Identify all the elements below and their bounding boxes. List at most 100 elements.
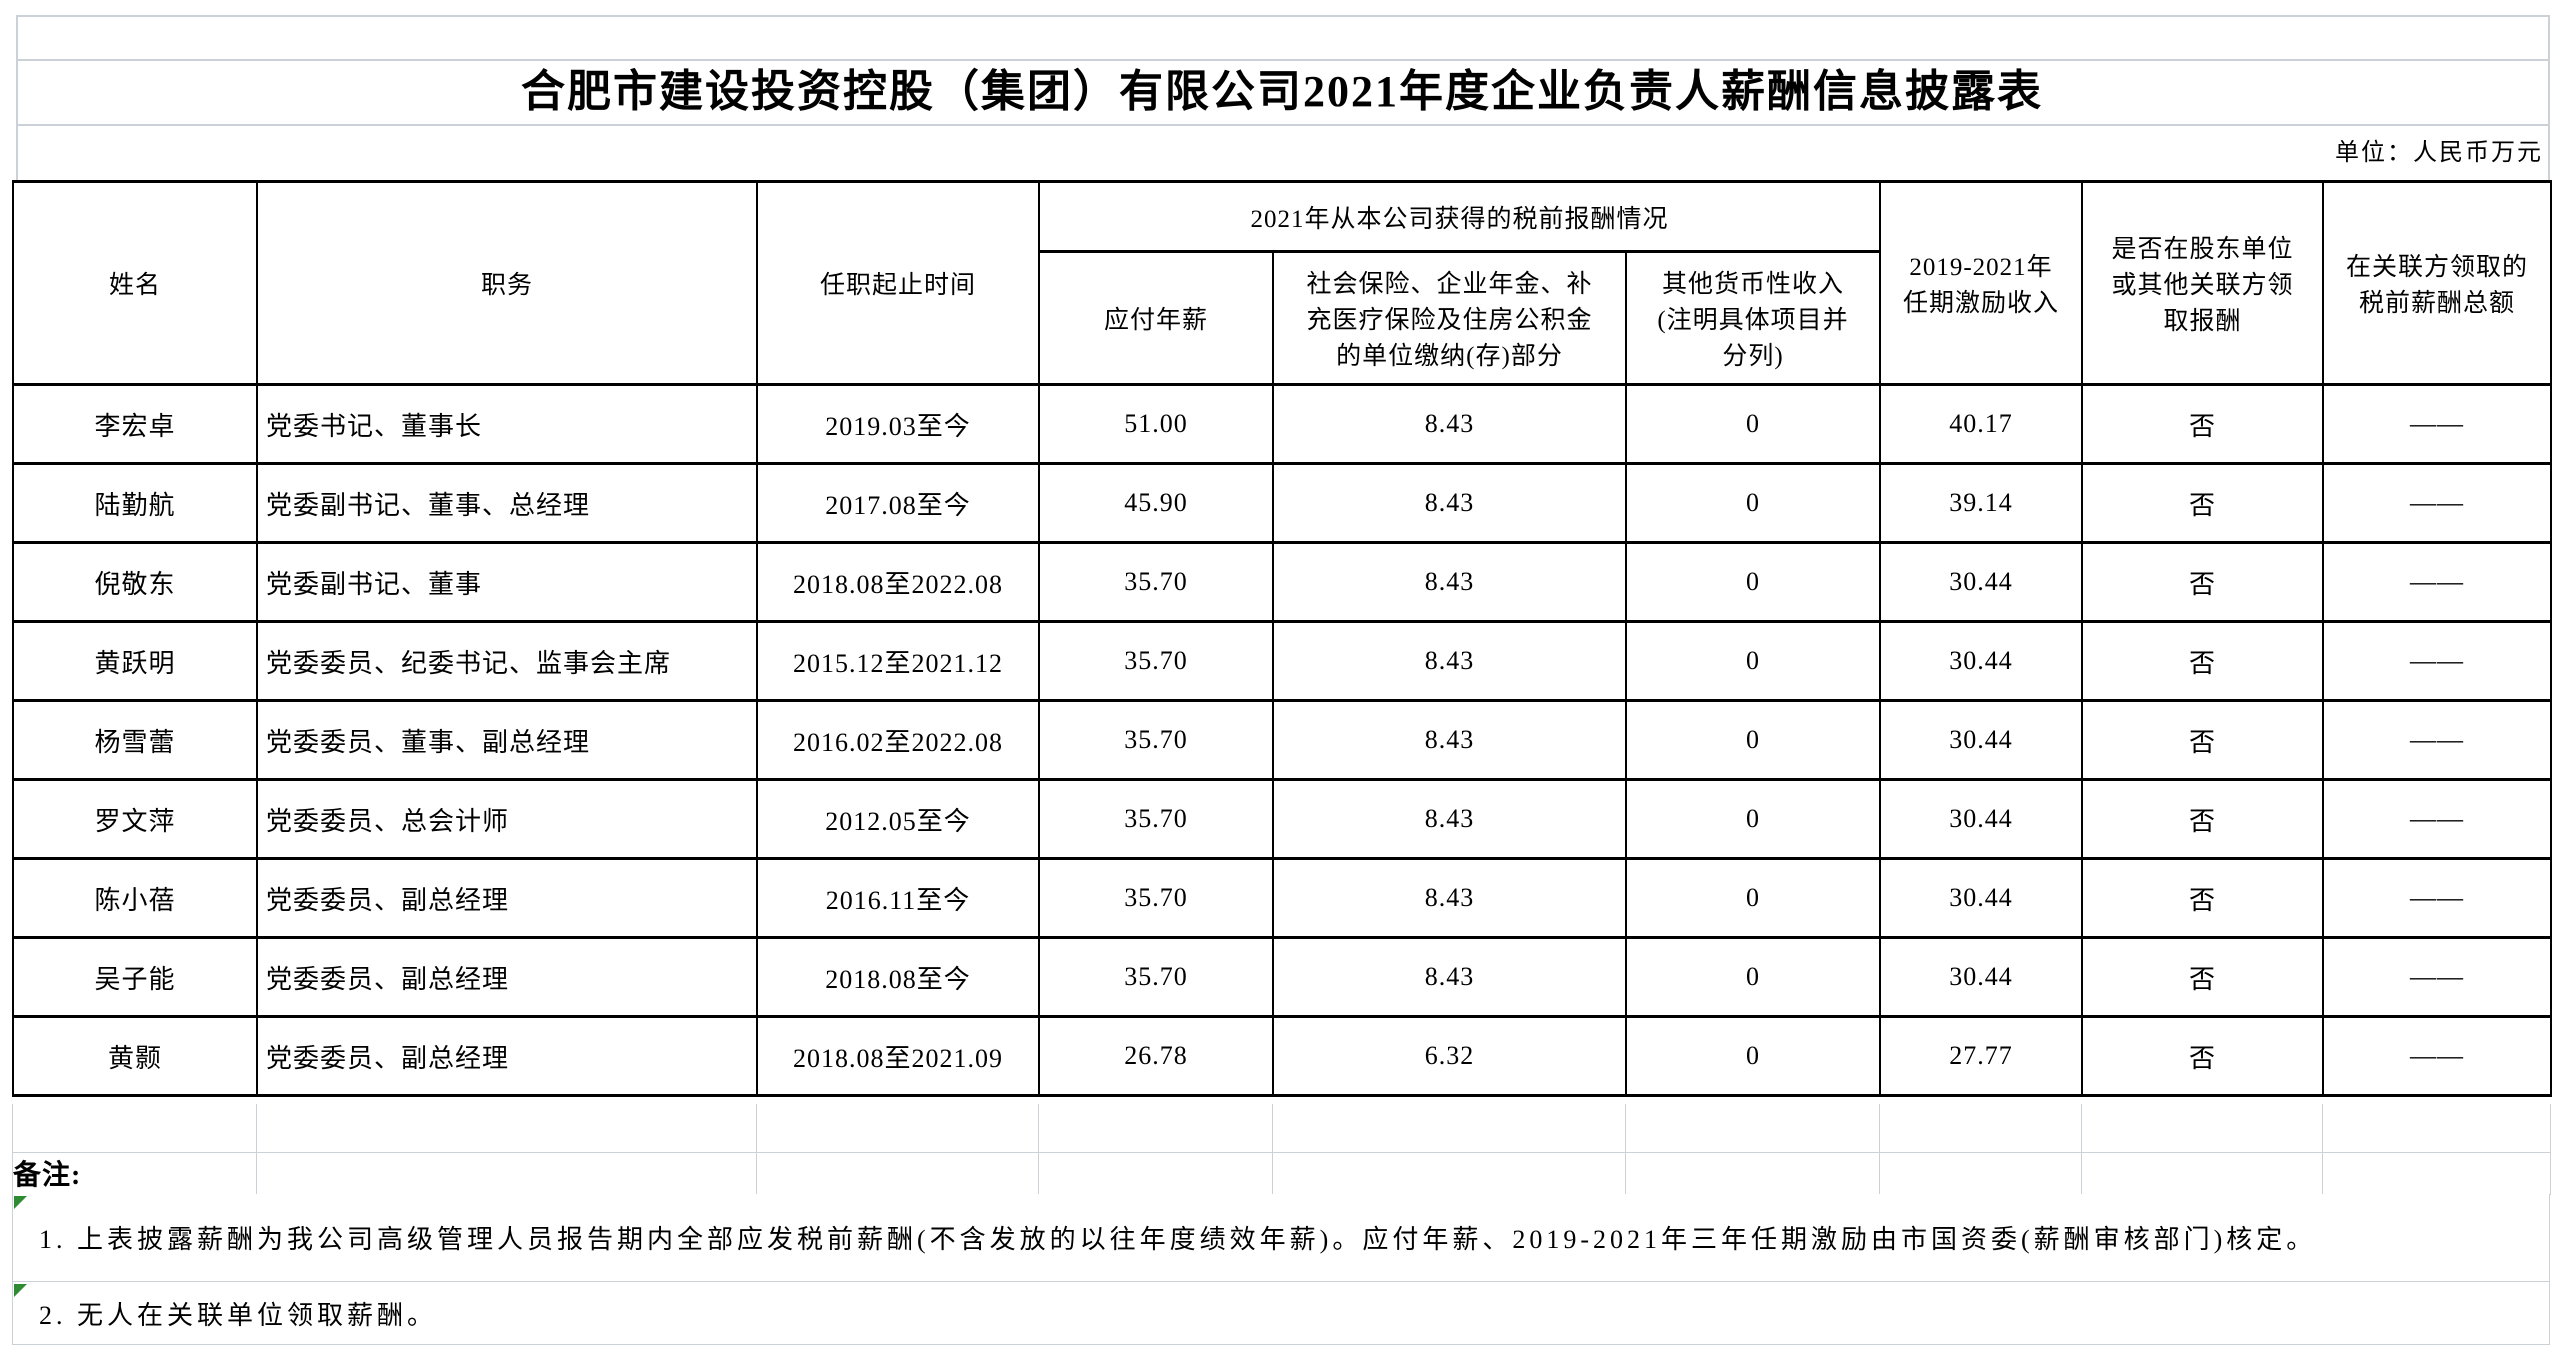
comment-indicator-icon (14, 1284, 27, 1297)
salary-table: 姓名 职务 任职起止时间 2021年从本公司获得的税前报酬情况 2019-202… (12, 180, 2553, 1097)
cell-related-total: —— (2322, 541, 2553, 623)
header-name: 姓名 (12, 180, 258, 386)
cell-incentive: 30.44 (1879, 857, 2084, 939)
gridline-right-edge (2548, 15, 2550, 181)
gridline-top (16, 15, 2550, 17)
comment-indicator-icon (14, 1196, 27, 1209)
cell-name: 陈小蓓 (12, 857, 258, 939)
header-social-insurance: 社会保险、企业年金、补 充医疗保险及住房公积金 的单位缴纳(存)部分 (1272, 250, 1627, 386)
remark-row: 备注: (12, 1151, 2551, 1195)
cell-name: 吴子能 (12, 936, 258, 1018)
cell-related-total: —— (2322, 857, 2553, 939)
cell-position: 党委书记、董事长 (256, 383, 758, 465)
cell-related-total: —— (2322, 936, 2553, 1018)
cell-related-total: —— (2322, 1015, 2553, 1097)
grid-continuation: 备注: (12, 1104, 2551, 1195)
cell-name: 黄跃明 (12, 620, 258, 702)
cell-incentive: 30.44 (1879, 778, 2084, 860)
cell-related-total: —— (2322, 620, 2553, 702)
cell-salary: 35.70 (1038, 778, 1274, 860)
note-2-text: 2. 无人在关联单位领取薪酬。 (39, 1300, 438, 1330)
cell-related-total: —— (2322, 462, 2553, 544)
gridline-title-bottom (16, 124, 2550, 126)
header-position: 职务 (256, 180, 758, 386)
cell-other-income: 0 (1624, 936, 1882, 1018)
cell-other-income: 0 (1624, 1015, 1882, 1097)
cell-name: 杨雪蕾 (12, 699, 258, 781)
cell-social: 8.43 (1272, 936, 1627, 1018)
table-row: 吴子能 党委委员、副总经理 2018.08至今 35.70 8.43 0 30.… (12, 936, 2553, 1018)
cell-term: 2015.12至2021.12 (756, 620, 1040, 702)
cell-related-total: —— (2322, 778, 2553, 860)
cell-name: 罗文萍 (12, 778, 258, 860)
cell-other-income: 0 (1624, 857, 1882, 939)
cell-position: 党委副书记、董事、总经理 (256, 462, 758, 544)
cell-name: 陆勤航 (12, 462, 258, 544)
cell-incentive: 30.44 (1879, 699, 2084, 781)
cell-social: 8.43 (1272, 541, 1627, 623)
cell-term: 2019.03至今 (756, 383, 1040, 465)
cell-other-income: 0 (1624, 620, 1882, 702)
empty-row (12, 1104, 2551, 1153)
cell-related-pay: 否 (2081, 541, 2325, 623)
cell-social: 8.43 (1272, 857, 1627, 939)
cell-term: 2018.08至2021.09 (756, 1015, 1040, 1097)
cell-other-income: 0 (1624, 462, 1882, 544)
cell-term: 2017.08至今 (756, 462, 1040, 544)
cell-salary: 26.78 (1038, 1015, 1274, 1097)
cell-related-pay: 否 (2081, 699, 2325, 781)
table-row: 黄颢 党委委员、副总经理 2018.08至2021.09 26.78 6.32 … (12, 1015, 2553, 1097)
cell-term: 2016.02至2022.08 (756, 699, 1040, 781)
header-other-cash-income: 其他货币性收入 (注明具体项目并 分列) (1624, 250, 1882, 386)
cell-related-pay: 否 (2081, 857, 2325, 939)
header-related-party-pay: 是否在股东单位 或其他关联方领 取报酬 (2081, 180, 2325, 386)
cell-incentive: 30.44 (1879, 936, 2084, 1018)
cell-term: 2018.08至今 (756, 936, 1040, 1018)
cell-incentive: 39.14 (1879, 462, 2084, 544)
cell-other-income: 0 (1624, 699, 1882, 781)
cell-position: 党委委员、纪委书记、监事会主席 (256, 620, 758, 702)
cell-related-total: —— (2322, 383, 2553, 465)
remark-label: 备注: (12, 1151, 257, 1195)
unit-note: 单位：人民币万元 (2335, 140, 2543, 166)
cell-name: 黄颢 (12, 1015, 258, 1097)
cell-term: 2016.11至今 (756, 857, 1040, 939)
table-row: 黄跃明 党委委员、纪委书记、监事会主席 2015.12至2021.12 35.7… (12, 620, 2553, 702)
cell-related-total: —— (2322, 699, 2553, 781)
note-2: 2. 无人在关联单位领取薪酬。 (12, 1282, 2550, 1345)
cell-incentive: 40.17 (1879, 383, 2084, 465)
note-1-text: 1. 上表披露薪酬为我公司高级管理人员报告期内全部应发税前薪酬(不含发放的以往年… (39, 1225, 2317, 1254)
cell-related-pay: 否 (2081, 936, 2325, 1018)
cell-related-pay: 否 (2081, 620, 2325, 702)
cell-salary: 51.00 (1038, 383, 1274, 465)
header-row-sub: 应付年薪 社会保险、企业年金、补 充医疗保险及住房公积金 的单位缴纳(存)部分 … (13, 250, 2551, 386)
cell-related-pay: 否 (2081, 383, 2325, 465)
cell-salary: 45.90 (1038, 462, 1274, 544)
cell-position: 党委副书记、董事 (256, 541, 758, 623)
cell-salary: 35.70 (1038, 620, 1274, 702)
note-1: 1. 上表披露薪酬为我公司高级管理人员报告期内全部应发税前薪酬(不含发放的以往年… (12, 1194, 2550, 1282)
header-tenure-incentive: 2019-2021年 任期激励收入 (1879, 180, 2084, 386)
header-payable-salary: 应付年薪 (1038, 250, 1274, 386)
cell-social: 8.43 (1272, 778, 1627, 860)
cell-related-pay: 否 (2081, 1015, 2325, 1097)
cell-other-income: 0 (1624, 778, 1882, 860)
cell-name: 倪敬东 (12, 541, 258, 623)
cell-term: 2012.05至今 (756, 778, 1040, 860)
header-row-group: 姓名 职务 任职起止时间 2021年从本公司获得的税前报酬情况 2019-202… (12, 180, 2553, 386)
cell-position: 党委委员、总会计师 (256, 778, 758, 860)
cell-related-pay: 否 (2081, 778, 2325, 860)
table-row: 李宏卓 党委书记、董事长 2019.03至今 51.00 8.43 0 40.1… (12, 383, 2553, 465)
cell-salary: 35.70 (1038, 857, 1274, 939)
cell-incentive: 30.44 (1879, 541, 2084, 623)
cell-other-income: 0 (1624, 541, 1882, 623)
cell-position: 党委委员、董事、副总经理 (256, 699, 758, 781)
cell-position: 党委委员、副总经理 (256, 857, 758, 939)
cell-incentive: 30.44 (1879, 620, 2084, 702)
table-row: 陆勤航 党委副书记、董事、总经理 2017.08至今 45.90 8.43 0 … (12, 462, 2553, 544)
table-row: 倪敬东 党委副书记、董事 2018.08至2022.08 35.70 8.43 … (12, 541, 2553, 623)
cell-related-pay: 否 (2081, 462, 2325, 544)
cell-incentive: 27.77 (1879, 1015, 2084, 1097)
cell-social: 8.43 (1272, 620, 1627, 702)
